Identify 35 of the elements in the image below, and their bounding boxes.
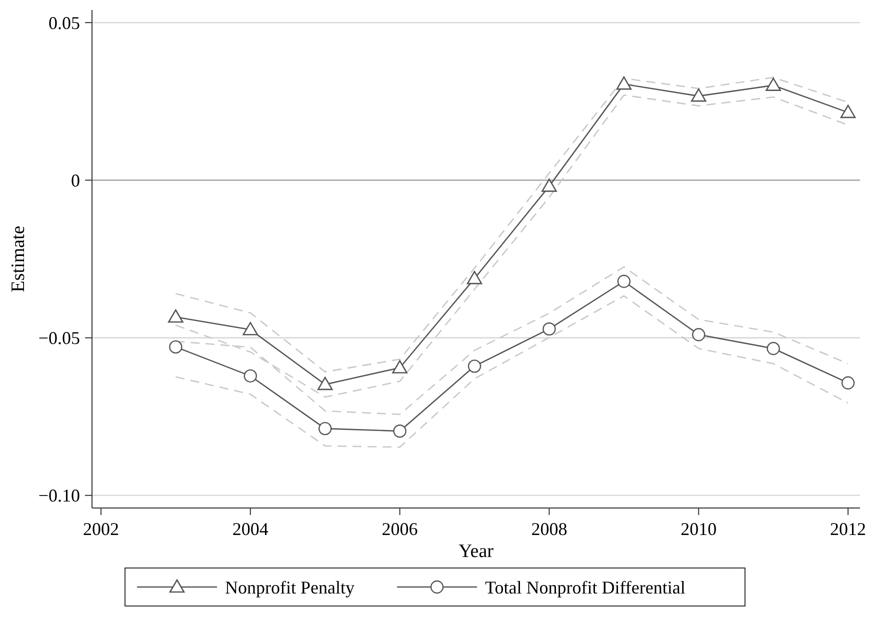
line-series — [175, 295, 849, 448]
point — [692, 328, 706, 342]
point — [766, 342, 780, 356]
x-tick-label: 2010 — [680, 519, 717, 539]
point — [616, 76, 632, 90]
point — [318, 422, 332, 436]
point — [690, 88, 706, 102]
x-tick-label: 2002 — [82, 519, 119, 539]
point — [317, 376, 333, 390]
point — [392, 360, 408, 374]
y-tick-label: 0 — [71, 170, 80, 191]
point — [393, 424, 406, 438]
legend-label: Total Nonprofit Differential — [485, 577, 686, 598]
legend-label: Nonprofit Penalty — [225, 577, 354, 598]
y-tick-label: −0.10 — [38, 486, 80, 506]
point — [244, 369, 257, 383]
point — [542, 178, 557, 192]
y-axis-title: Estimate — [8, 226, 29, 292]
point — [466, 270, 482, 284]
x-tick-label: 2008 — [531, 519, 568, 539]
y-tick-label: −0.05 — [38, 328, 80, 348]
x-tick-label: 2006 — [382, 519, 418, 539]
point — [242, 322, 258, 336]
x-tick-label: 2012 — [830, 519, 866, 539]
point — [542, 322, 556, 336]
point — [617, 274, 631, 288]
x-axis-title: Year — [458, 541, 494, 562]
point — [168, 309, 184, 323]
point — [468, 360, 482, 373]
point — [169, 340, 182, 354]
point — [840, 104, 856, 118]
point — [766, 78, 781, 91]
x-tick-label: 2004 — [232, 519, 268, 539]
point — [841, 376, 855, 390]
y-tick-label: 0.05 — [48, 12, 80, 33]
